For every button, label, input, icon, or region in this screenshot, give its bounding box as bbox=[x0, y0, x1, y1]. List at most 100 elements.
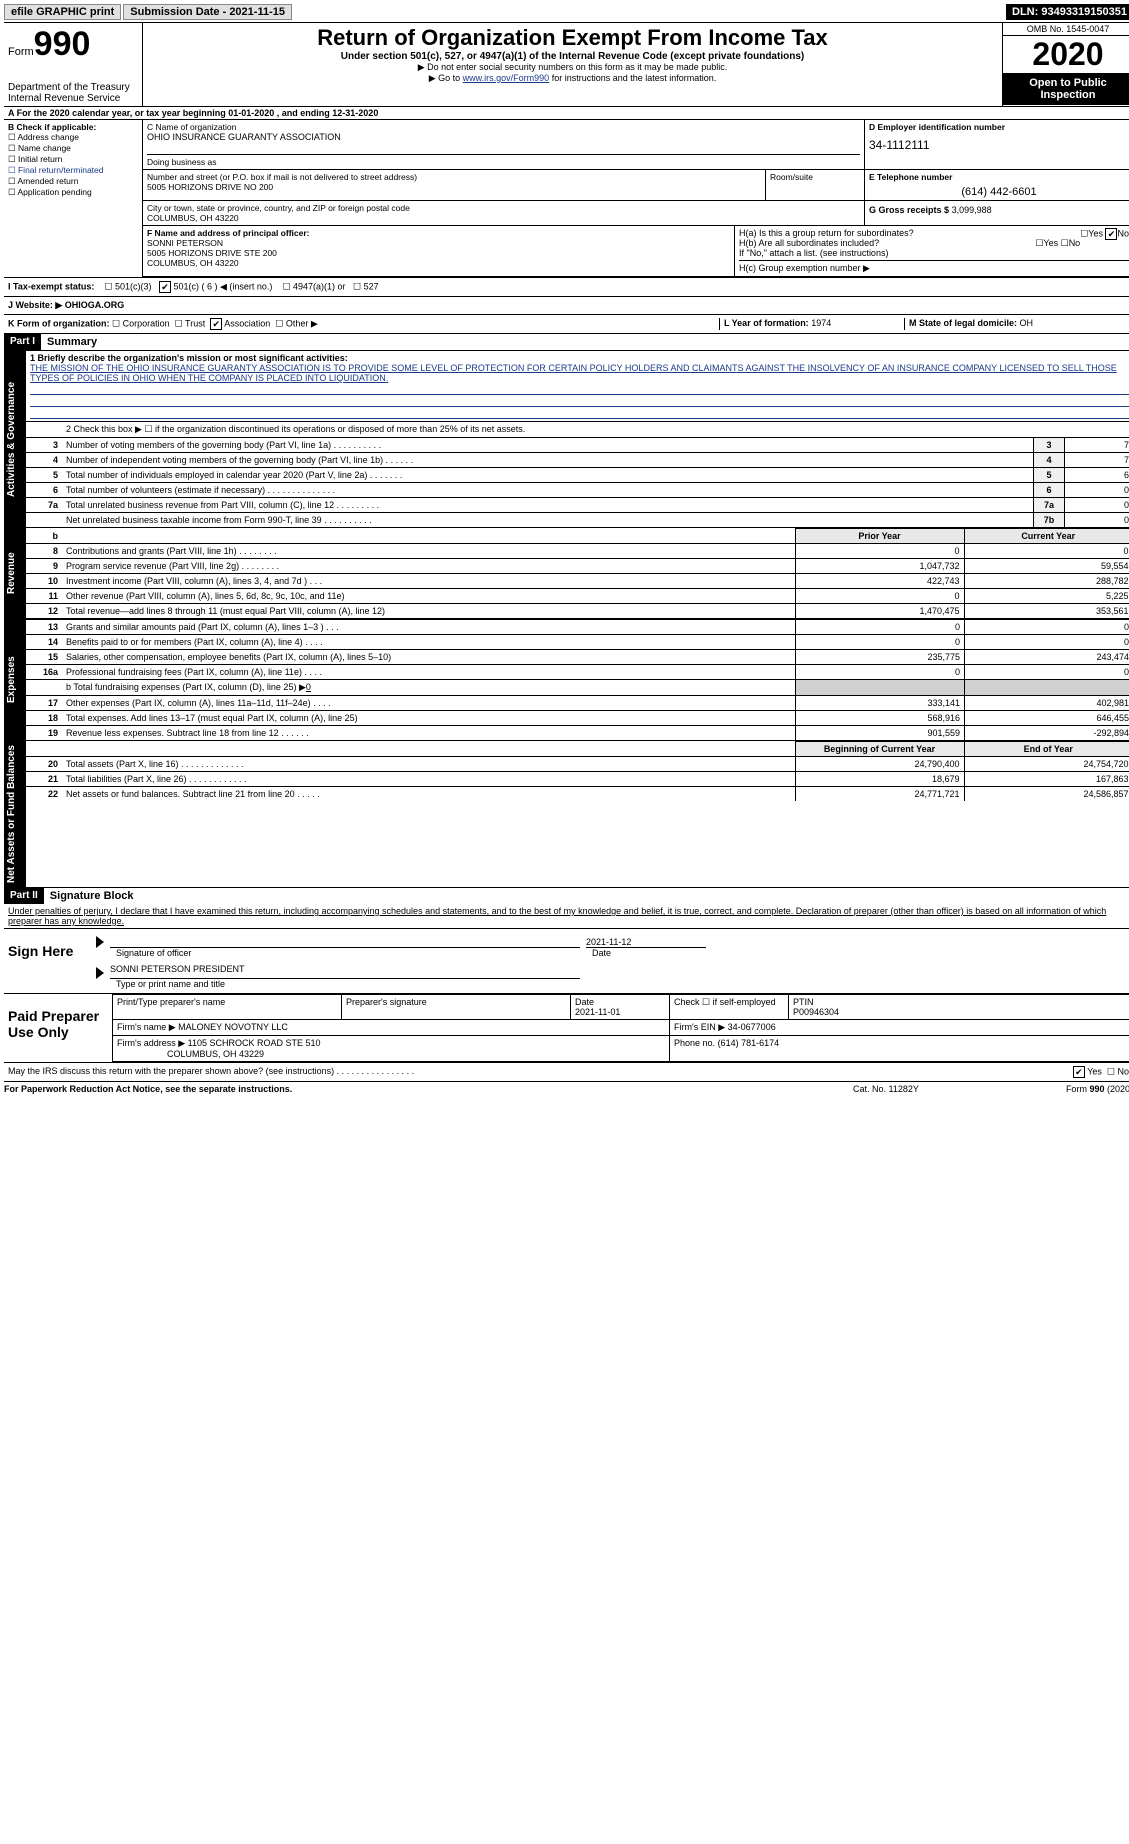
l14-prior: 0 bbox=[796, 635, 965, 650]
chk-initial-return[interactable]: Initial return bbox=[8, 154, 138, 165]
chk-address-change[interactable]: Address change bbox=[8, 132, 138, 143]
section-b-cde: B Check if applicable: Address change Na… bbox=[4, 120, 1129, 277]
l19-curr: -292,894 bbox=[965, 726, 1129, 741]
l17-text: Other expenses (Part IX, column (A), lin… bbox=[62, 696, 796, 711]
opt-501c3[interactable]: 501(c)(3) bbox=[115, 281, 152, 291]
dept-name: Department of the Treasury bbox=[8, 82, 138, 93]
page-footer: For Paperwork Reduction Act Notice, see … bbox=[4, 1081, 1129, 1096]
l18-curr: 646,455 bbox=[965, 711, 1129, 726]
opt-corp[interactable]: Corporation bbox=[123, 318, 170, 328]
k-l-m-row: K Form of organization: ☐ Corporation ☐ … bbox=[4, 315, 1129, 334]
opt-assoc: Association bbox=[224, 318, 270, 328]
l21-text: Total liabilities (Part X, line 26) . . … bbox=[62, 772, 795, 787]
opt-other[interactable]: Other ▶ bbox=[286, 318, 318, 328]
website-row: J Website: ▶ OHIOGA.ORG bbox=[4, 297, 1129, 315]
l9-prior: 1,047,732 bbox=[795, 559, 964, 574]
hc-label: H(c) Group exemption number ▶ bbox=[739, 260, 1129, 274]
m-label: M State of legal domicile: bbox=[909, 318, 1017, 328]
l22-curr: 24,586,857 bbox=[964, 787, 1129, 802]
l16a-text: Professional fundraising fees (Part IX, … bbox=[62, 665, 796, 680]
firm-addr1: 1105 SCHROCK ROAD STE 510 bbox=[188, 1038, 321, 1048]
chk-final-return[interactable]: Final return/terminated bbox=[8, 165, 138, 176]
section-cdefg: C Name of organization OHIO INSURANCE GU… bbox=[143, 120, 1129, 277]
perjury-declaration: Under penalties of perjury, I declare th… bbox=[4, 904, 1129, 928]
officer-sig-line[interactable] bbox=[110, 933, 580, 948]
city-label: City or town, state or province, country… bbox=[147, 203, 860, 213]
ptin-label: PTIN bbox=[793, 997, 814, 1007]
l3-val: 7 bbox=[1065, 438, 1129, 453]
form990-link[interactable]: www.irs.gov/Form990 bbox=[463, 73, 550, 83]
self-emp-label[interactable]: Check ☐ if self-employed bbox=[674, 997, 776, 1007]
type-name-label: Type or print name and title bbox=[116, 979, 225, 989]
l11-curr: 5,225 bbox=[964, 589, 1129, 604]
current-year-hdr: Current Year bbox=[964, 529, 1129, 544]
irs-name: Internal Revenue Service bbox=[8, 93, 138, 104]
org-name: OHIO INSURANCE GUARANTY ASSOCIATION bbox=[147, 132, 860, 142]
firm-name: MALONEY NOVOTNY LLC bbox=[178, 1022, 288, 1032]
l-value: 1974 bbox=[811, 318, 831, 328]
ein-box: D Employer identification number 34-1112… bbox=[864, 120, 1129, 169]
l7b-val: 0 bbox=[1065, 513, 1129, 528]
officer-addr1: 5005 HORIZONS DRIVE STE 200 bbox=[147, 248, 730, 258]
l10-text: Investment income (Part VIII, column (A)… bbox=[62, 574, 795, 589]
firm-name-label: Firm's name ▶ bbox=[117, 1022, 176, 1032]
efile-print-button[interactable]: efile GRAPHIC print bbox=[4, 4, 121, 20]
l18-prior: 568,916 bbox=[796, 711, 965, 726]
b-label: B Check if applicable: bbox=[8, 122, 138, 132]
opt-trust[interactable]: Trust bbox=[185, 318, 205, 328]
expenses-table: 13Grants and similar amounts paid (Part … bbox=[26, 619, 1129, 740]
officer-typed-name: SONNI PETERSON PRESIDENT bbox=[110, 964, 245, 974]
opt-4947[interactable]: 4947(a)(1) or bbox=[293, 281, 346, 291]
l13-text: Grants and similar amounts paid (Part IX… bbox=[62, 620, 796, 635]
opt-527[interactable]: 527 bbox=[364, 281, 379, 291]
j-label: J Website: ▶ bbox=[8, 300, 62, 310]
l4-val: 7 bbox=[1065, 453, 1129, 468]
addr-value: 5005 HORIZONS DRIVE NO 200 bbox=[147, 182, 761, 192]
hb-note: If "No," attach a list. (see instruction… bbox=[739, 248, 1129, 258]
c-label: C Name of organization bbox=[147, 122, 860, 132]
netassets-table: Beginning of Current YearEnd of Year 20T… bbox=[26, 741, 1129, 801]
form-id-box: Form990 Department of the Treasury Inter… bbox=[4, 23, 143, 106]
period-row: A For the 2020 calendar year, or tax yea… bbox=[4, 107, 1129, 120]
l6-text: Total number of volunteers (estimate if … bbox=[62, 483, 1034, 498]
city-box: City or town, state or province, country… bbox=[143, 201, 864, 225]
l10-prior: 422,743 bbox=[795, 574, 964, 589]
l19-prior: 901,559 bbox=[796, 726, 965, 741]
yes-label2: Yes bbox=[1043, 238, 1058, 248]
l14-text: Benefits paid to or for members (Part IX… bbox=[62, 635, 796, 650]
l20-prior: 24,790,400 bbox=[795, 757, 964, 772]
tab-governance: Activities & Governance bbox=[4, 351, 26, 527]
omb-number: OMB No. 1545-0047 bbox=[1003, 23, 1129, 36]
chk-501c[interactable] bbox=[159, 281, 171, 293]
part2-header: Part II Signature Block bbox=[4, 888, 1129, 904]
ssn-note: ▶ Do not enter social security numbers o… bbox=[147, 62, 998, 73]
blank-line-1 bbox=[30, 383, 1129, 395]
part1-header: Part I Summary bbox=[4, 334, 1129, 351]
l14-curr: 0 bbox=[965, 635, 1129, 650]
tax-year: 2020 bbox=[1003, 36, 1129, 73]
sign-here-label: Sign Here bbox=[4, 929, 92, 993]
chk-name-change[interactable]: Name change bbox=[8, 143, 138, 154]
ha-no-check[interactable] bbox=[1105, 228, 1117, 240]
addr-label: Number and street (or P.O. box if mail i… bbox=[147, 172, 761, 182]
discuss-text: May the IRS discuss this return with the… bbox=[8, 1066, 1073, 1078]
note2-pre: ▶ Go to bbox=[429, 73, 463, 83]
sig-arrow-icon bbox=[96, 936, 104, 948]
l9-text: Program service revenue (Part VIII, line… bbox=[62, 559, 795, 574]
l21-curr: 167,863 bbox=[964, 772, 1129, 787]
l2: 2 Check this box ▶ ☐ if the organization… bbox=[62, 422, 1129, 438]
l21-prior: 18,679 bbox=[795, 772, 964, 787]
chk-application-pending[interactable]: Application pending bbox=[8, 187, 138, 198]
officer-addr2: COLUMBUS, OH 43220 bbox=[147, 258, 730, 268]
discuss-yes-check[interactable] bbox=[1073, 1066, 1085, 1078]
gross-value: 3,099,988 bbox=[952, 205, 992, 215]
paid-preparer-section: Paid Preparer Use Only Print/Type prepar… bbox=[4, 993, 1129, 1062]
l18-text: Total expenses. Add lines 13–17 (must eq… bbox=[62, 711, 796, 726]
l17-curr: 402,981 bbox=[965, 696, 1129, 711]
prep-sig-label: Preparer's signature bbox=[346, 997, 427, 1007]
date-label2: Date bbox=[575, 997, 594, 1007]
chk-association[interactable] bbox=[210, 318, 222, 330]
chk-amended-return[interactable]: Amended return bbox=[8, 176, 138, 187]
l20-text: Total assets (Part X, line 16) . . . . .… bbox=[62, 757, 795, 772]
no-label3: No bbox=[1117, 1066, 1129, 1076]
